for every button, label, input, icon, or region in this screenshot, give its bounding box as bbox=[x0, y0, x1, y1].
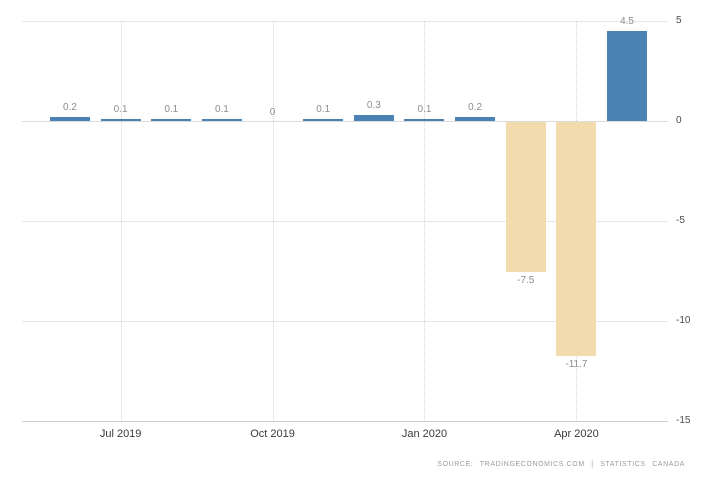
bar-value-label: 0.2 bbox=[63, 102, 77, 113]
bar-feb-2020[interactable] bbox=[455, 117, 496, 121]
bar-may-2020[interactable] bbox=[607, 31, 648, 121]
gridline-x-jul-2019 bbox=[120, 21, 122, 421]
x-axis-tick-label: Apr 2020 bbox=[554, 428, 599, 440]
bar-value-label: 0.2 bbox=[468, 102, 483, 113]
gridline-y--15 bbox=[22, 421, 668, 422]
x-axis-tick-label: Jan 2020 bbox=[401, 428, 448, 440]
y-axis-tick-label: -5 bbox=[676, 215, 685, 226]
bar-value-label: 0 bbox=[269, 107, 276, 118]
bar-value-label: 0.1 bbox=[214, 104, 229, 115]
x-axis-tick-label: Jul 2019 bbox=[99, 428, 142, 440]
bar-jun-2019[interactable] bbox=[50, 117, 90, 121]
bar-dec-2019[interactable] bbox=[353, 115, 394, 121]
bar-mar-2020[interactable] bbox=[505, 122, 546, 272]
bar-nov-2019[interactable] bbox=[303, 119, 344, 121]
source-attribution: SOURCE: TRADINGECONOMICS.COM | STATISTIC… bbox=[437, 461, 685, 468]
y-axis-tick-label: 0 bbox=[676, 115, 682, 126]
bar-aug-2019[interactable] bbox=[151, 119, 192, 121]
y-axis-tick-label: -10 bbox=[676, 315, 691, 326]
bar-value-label: 0.1 bbox=[164, 104, 179, 115]
gridline-y--10 bbox=[22, 321, 668, 322]
bar-apr-2020[interactable] bbox=[556, 122, 597, 356]
x-axis-tick-label: Oct 2019 bbox=[250, 428, 295, 440]
bar-value-label: 0.1 bbox=[316, 104, 331, 115]
bar-sep-2019[interactable] bbox=[201, 119, 242, 121]
y-axis-tick-label: 5 bbox=[676, 15, 682, 26]
bar-value-label: -7.5 bbox=[517, 275, 535, 286]
y-axis-tick-label: -15 bbox=[676, 415, 691, 426]
bar-value-label: 4.5 bbox=[620, 16, 634, 27]
gridline-x-oct-2019 bbox=[272, 21, 274, 421]
bar-jul-2019[interactable] bbox=[100, 119, 141, 121]
gridline-y--5 bbox=[22, 221, 668, 222]
gridline-y-0 bbox=[22, 121, 668, 122]
gridline-x-jan-2020 bbox=[424, 21, 426, 421]
bar-value-label: 0.3 bbox=[366, 100, 381, 111]
bar-value-label: 0.1 bbox=[113, 104, 128, 115]
bar-jan-2020[interactable] bbox=[404, 119, 445, 121]
bar-value-label: -11.7 bbox=[565, 359, 588, 370]
bar-value-label: 0.1 bbox=[417, 104, 432, 115]
gridline-y-5 bbox=[22, 21, 668, 22]
